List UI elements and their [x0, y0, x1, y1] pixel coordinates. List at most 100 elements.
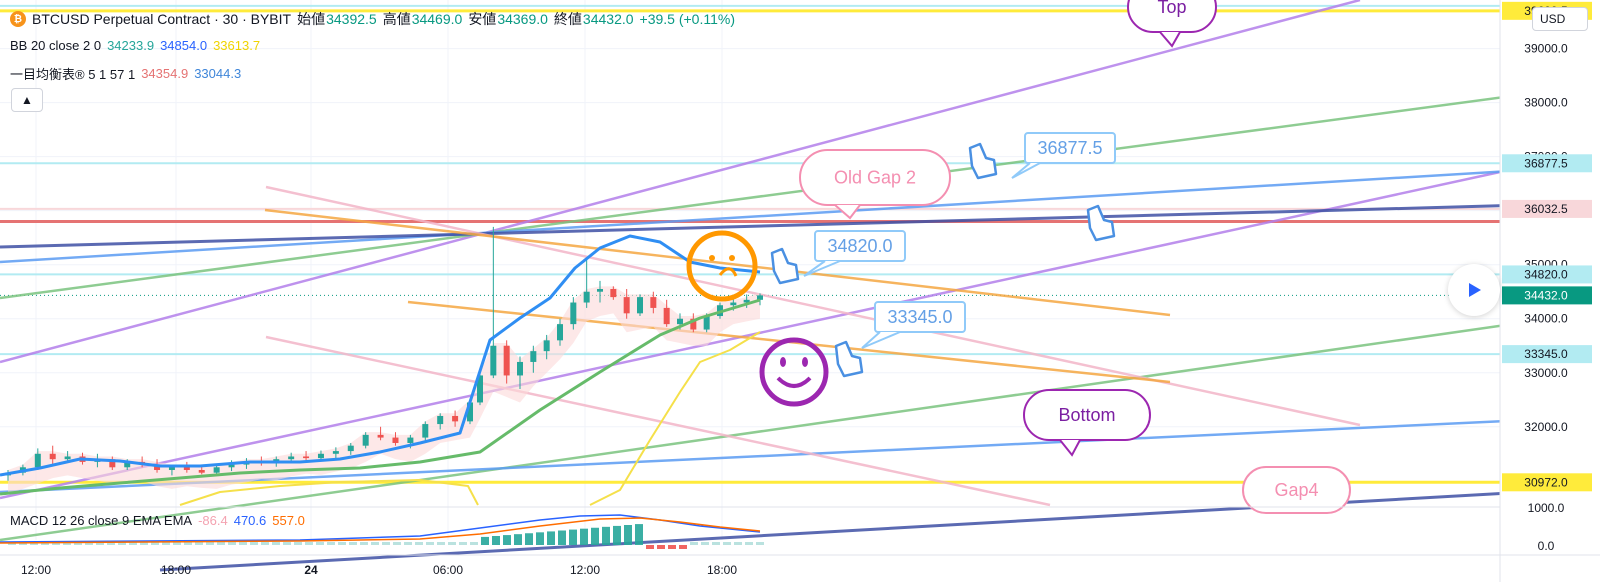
- signal-line: [0, 517, 761, 544]
- bb-legend[interactable]: BB 20 close 2 0 34233.9 34854.0 33613.7: [10, 38, 260, 53]
- macd-hist-bar: [261, 542, 269, 545]
- callout-36877: 36877.5: [1011, 132, 1116, 179]
- candle-down: [377, 434, 384, 438]
- currency-selector[interactable]: USD: [1532, 7, 1588, 31]
- candle-up: [168, 467, 175, 470]
- macd-hist-bar: [85, 542, 93, 545]
- price-label-badge: 30972.0: [1502, 473, 1592, 492]
- callout-gap4-text: Gap4: [1274, 480, 1318, 500]
- ichimoku-base-line: [0, 298, 761, 496]
- macd-hist-bar: [492, 536, 500, 545]
- macd-hist-bar: [459, 542, 467, 545]
- bb-label: BB 20 close 2 0: [10, 38, 102, 53]
- time-axis-labels: 12:00 18:00 24 06:00 12:00 18:00: [21, 563, 737, 577]
- macd-hist-bar: [558, 530, 566, 545]
- callout-34820-bubble: [814, 230, 906, 262]
- candle-up: [703, 316, 710, 330]
- macd-hist-value: -86.4: [198, 513, 228, 528]
- happy-face-eye: [802, 357, 808, 367]
- price-label-badge: 33345.0: [1502, 345, 1592, 364]
- price-label-bg: [1502, 154, 1592, 173]
- candle-down: [154, 464, 161, 470]
- replay-play-button[interactable]: [1448, 264, 1500, 316]
- macd-hist-bar: [437, 542, 445, 545]
- candles: [5, 226, 763, 495]
- ichimoku-value-2: 33044.3: [194, 66, 242, 81]
- time-tick-label: 12:00: [570, 563, 600, 577]
- macd-hist-bar: [591, 527, 599, 545]
- pointing-hand-icon-shape: [834, 340, 864, 378]
- macd-hist-bar: [41, 542, 49, 545]
- ichimoku-label: 一目均衡表® 5 1 57 1: [10, 67, 136, 82]
- macd-hist-bar: [712, 542, 720, 545]
- price-axis-labels: 32000.033000.034000.035000.036000.037000…: [1502, 1, 1592, 553]
- price-tick-label: 32000.0: [1524, 420, 1568, 434]
- macd-hist-bar: [371, 542, 379, 545]
- ichimoku-legend[interactable]: 一目均衡表® 5 1 57 1 34354.9 33044.3: [10, 64, 241, 83]
- callout-34820-text: 34820.0: [827, 236, 892, 256]
- high-value: 34469.0: [411, 11, 463, 27]
- price-label-text: 36032.5: [1524, 202, 1568, 216]
- macd-hist-bar: [118, 542, 126, 545]
- macd-hist-bar: [338, 542, 346, 545]
- price-label-badge: 34820.0: [1502, 265, 1592, 284]
- trendline: [264, 208, 1171, 317]
- happy-face-outline: [759, 337, 829, 407]
- time-tick-label: 24: [304, 563, 318, 577]
- macd-hist-bar: [668, 545, 676, 549]
- macd-hist-bar: [514, 534, 522, 545]
- price-label-badge: 34432.0: [1502, 286, 1592, 305]
- callout-bottom-tail: [1059, 439, 1081, 457]
- price-label-text: 36877.5: [1524, 156, 1568, 170]
- macd-hist-bar: [646, 545, 654, 549]
- candle-down: [303, 456, 310, 459]
- candle-up: [583, 291, 590, 303]
- macd-hist-bar: [129, 542, 137, 545]
- macd-hist-bar: [393, 542, 401, 545]
- macd-hist-bar: [96, 542, 104, 545]
- candle-up: [228, 464, 235, 468]
- macd-hist-bar: [569, 529, 577, 545]
- pointing-hand-icon: [770, 247, 800, 285]
- currency-label: USD: [1540, 12, 1566, 26]
- callout-36877-bubble: [1024, 132, 1116, 164]
- macd-hist-bar: [701, 542, 709, 545]
- callout-old-gap-2: Old Gap 2: [799, 149, 951, 220]
- candle-up: [437, 415, 444, 425]
- callout-bottom: Bottom: [1023, 389, 1151, 457]
- candle-down: [503, 345, 510, 376]
- macd-hist-bar: [305, 542, 313, 545]
- callout-bottom-bubble: [1023, 389, 1151, 441]
- macd-hist-bar: [415, 542, 423, 545]
- ichimoku-cloud: [8, 286, 760, 495]
- trendlines: [0, 0, 1528, 572]
- trendline: [0, 0, 1361, 364]
- price-label-badge: 36032.5: [1502, 199, 1592, 218]
- candle-up: [543, 340, 550, 352]
- macd-hist-bar: [294, 542, 302, 545]
- macd-hist-bar: [756, 542, 764, 545]
- macd-tick-label: 0.0: [1538, 539, 1555, 553]
- low-label: 安値: [468, 11, 497, 27]
- macd-legend[interactable]: MACD 12 26 close 9 EMA EMA -86.4 470.6 5…: [10, 513, 305, 528]
- price-label-bg: [1502, 345, 1592, 364]
- candle-up: [124, 461, 131, 468]
- callout-33345-text: 33345.0: [887, 307, 952, 327]
- candle-up: [288, 456, 295, 460]
- time-tick-label: 18:00: [707, 563, 737, 577]
- candle-up: [422, 424, 429, 438]
- time-tick-label: 12:00: [21, 563, 51, 577]
- candle-up: [362, 434, 369, 446]
- indicator-curves: [0, 234, 761, 506]
- collapse-legend-button[interactable]: ▲: [11, 88, 43, 112]
- price-tick-label: 39000.0: [1524, 42, 1568, 56]
- sad-face-eye: [729, 255, 735, 261]
- macd-hist-bar: [547, 531, 555, 545]
- macd-hist-bar: [283, 542, 291, 545]
- bb-basis-value: 34233.9: [107, 38, 155, 53]
- macd-hist-bar: [624, 525, 632, 545]
- trendline: [265, 335, 1051, 507]
- macd-hist-bar: [382, 542, 390, 545]
- candle-down: [650, 297, 657, 308]
